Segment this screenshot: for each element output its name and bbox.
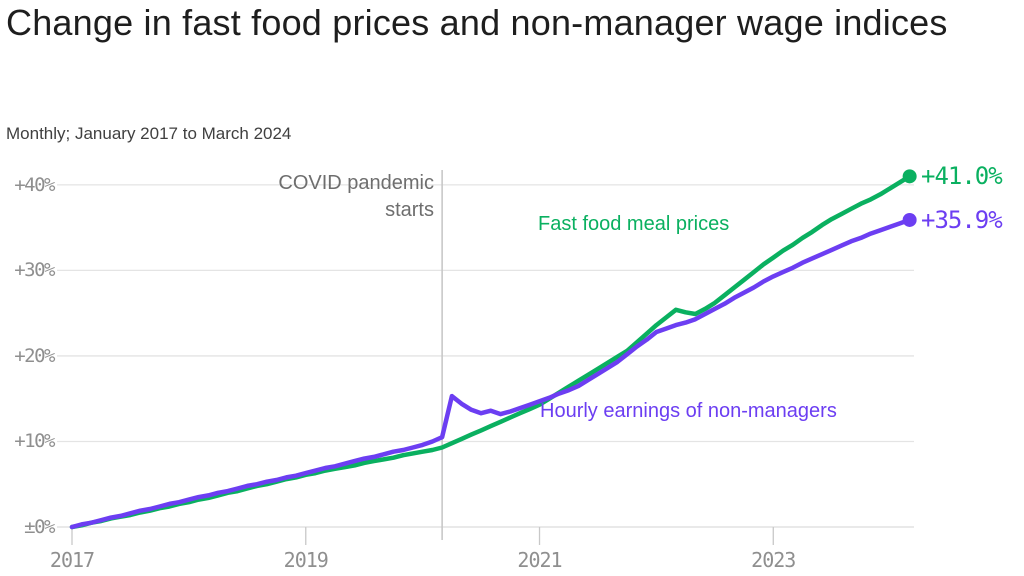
series-line-fast-food-prices [69,174,912,530]
series-label-fast-food-prices: Fast food meal prices [538,213,730,235]
end-value-label-wages: +35.9% [921,205,1003,234]
y-axis-tick-label: +20% [14,344,55,367]
y-axis-tick-label: +30% [14,259,55,282]
x-axis-tick-label: 2021 [517,548,562,572]
y-axis-tick-label: ±0% [24,516,55,538]
covid-annotation: COVID pandemic starts [278,172,434,221]
series-line-hourly-earnings [69,217,912,530]
y-axis-tick-label: +40% [14,173,55,196]
chart-title: Change in fast food prices and non-manag… [6,2,948,43]
series-end-dot-fast-food-prices [902,169,917,184]
x-axis-tick-label: 2017 [49,548,95,572]
chart-subtitle: Monthly; January 2017 to March 2024 [6,124,292,143]
series-end-dot-hourly-earnings [902,212,917,227]
series-label-hourly-earnings: Hourly earnings of non-managers [540,400,837,422]
y-axis-tick-label: +10% [14,430,55,453]
x-axis-tick-label: 2019 [283,548,329,572]
x-axis-tick-label: 2023 [751,548,796,572]
end-value-label-fast-food: +41.0% [921,162,1003,191]
